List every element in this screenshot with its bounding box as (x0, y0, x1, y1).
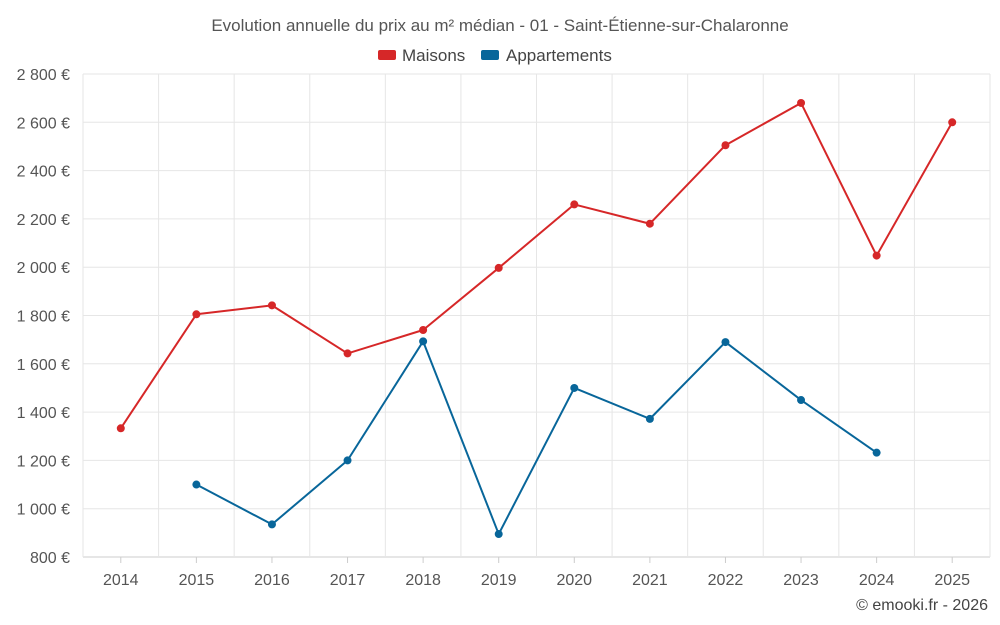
x-tick-label: 2014 (103, 572, 139, 589)
chart-title: Evolution annuelle du prix au m² médian … (211, 16, 788, 35)
data-point-maisons[interactable] (494, 263, 503, 272)
series-layer (116, 98, 957, 539)
y-tick-label: 2 000 € (17, 260, 70, 277)
data-point-maisons[interactable] (645, 219, 654, 228)
y-tick-label: 1 800 € (17, 309, 70, 326)
y-tick-label: 800 € (30, 550, 70, 567)
y-tick-label: 2 400 € (17, 164, 70, 181)
data-point-maisons[interactable] (721, 141, 730, 150)
data-point-maisons[interactable] (192, 310, 201, 319)
x-tick-label: 2015 (179, 572, 215, 589)
data-point-maisons[interactable] (797, 98, 806, 107)
x-tick-label: 2024 (859, 572, 895, 589)
data-point-appartements[interactable] (494, 530, 503, 539)
grid (82, 73, 991, 558)
legend-label-maisons: Maisons (402, 46, 465, 65)
data-point-maisons[interactable] (343, 349, 352, 358)
credit-text: © emooki.fr - 2026 (856, 597, 988, 614)
legend: Maisons Appartements (378, 46, 612, 65)
data-point-maisons[interactable] (116, 424, 125, 433)
x-tick-label: 2020 (556, 572, 592, 589)
y-tick-label: 2 800 € (17, 67, 70, 84)
data-point-maisons[interactable] (419, 325, 428, 334)
x-tick-label: 2018 (405, 572, 441, 589)
series-line-maisons (119, 101, 954, 429)
y-tick-label: 2 600 € (17, 115, 70, 132)
y-tick-label: 1 200 € (17, 453, 70, 470)
legend-item-maisons[interactable]: Maisons (378, 46, 465, 65)
data-point-appartements[interactable] (419, 337, 428, 346)
data-point-appartements[interactable] (267, 520, 276, 529)
data-point-maisons[interactable] (948, 118, 957, 127)
x-tick-label: 2025 (934, 572, 970, 589)
y-tick-label: 1 600 € (17, 357, 70, 374)
x-tick-label: 2023 (783, 572, 819, 589)
x-tick-label: 2021 (632, 572, 668, 589)
legend-swatch-appartements (481, 50, 499, 60)
legend-label-appartements: Appartements (506, 46, 612, 65)
x-tick-label: 2022 (708, 572, 744, 589)
x-tick-label: 2016 (254, 572, 290, 589)
data-point-appartements[interactable] (797, 396, 806, 405)
series-line-appartements (195, 340, 878, 536)
x-tick-label: 2019 (481, 572, 517, 589)
legend-swatch-maisons (378, 50, 396, 60)
y-tick-label: 1 400 € (17, 405, 70, 422)
y-tick-label: 2 200 € (17, 212, 70, 229)
y-axis: 800 € 1 000 € 1 200 € 1 400 € 1 600 € 1 800 €… (17, 67, 70, 567)
data-point-appartements[interactable] (343, 456, 352, 465)
data-point-appartements[interactable] (872, 448, 881, 457)
data-point-appartements[interactable] (645, 414, 654, 423)
data-point-appartements[interactable] (721, 338, 730, 347)
data-point-appartements[interactable] (570, 383, 579, 392)
legend-item-appartements[interactable]: Appartements (481, 46, 612, 65)
data-point-maisons[interactable] (570, 200, 579, 209)
data-point-maisons[interactable] (267, 301, 276, 310)
data-point-appartements[interactable] (192, 480, 201, 489)
x-axis: 2014 2015 2016 2017 2018 2019 2020 2021 2022 2023… (103, 557, 970, 589)
y-tick-label: 1 000 € (17, 502, 70, 519)
data-point-maisons[interactable] (872, 251, 881, 260)
x-tick-label: 2017 (330, 572, 366, 589)
